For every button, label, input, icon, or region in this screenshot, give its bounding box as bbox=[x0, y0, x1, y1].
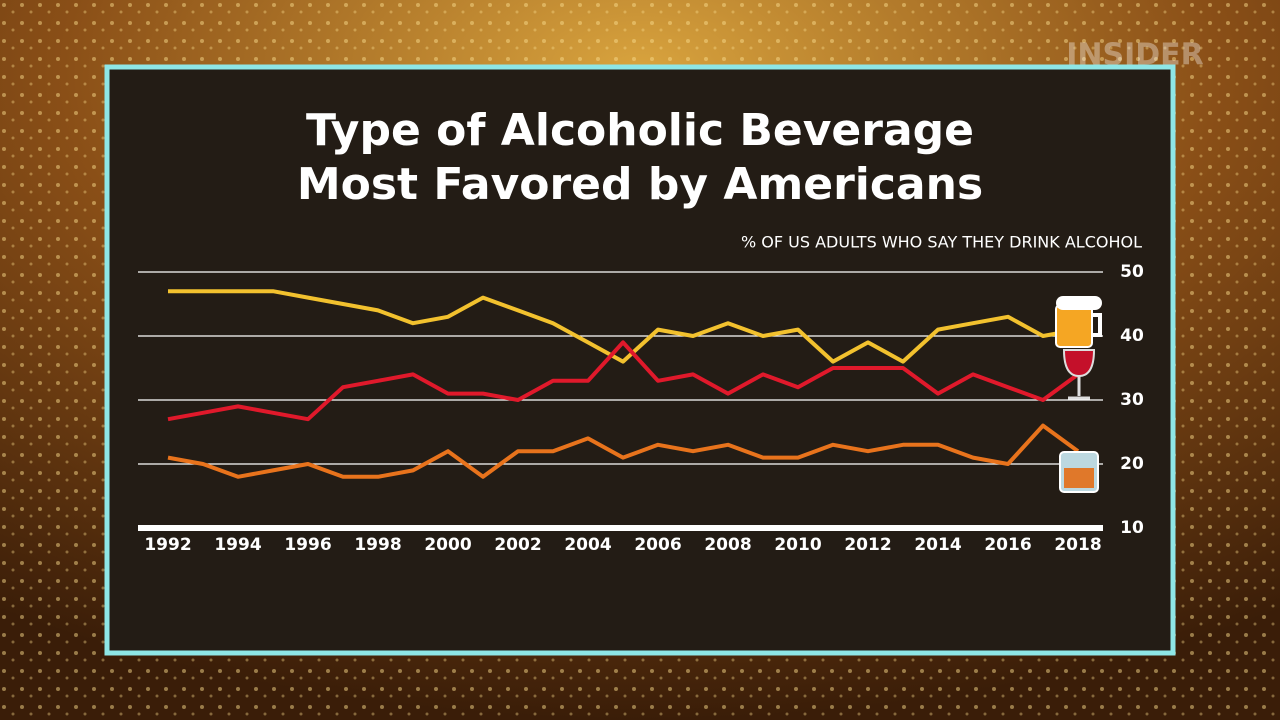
data-line bbox=[167, 423, 1080, 479]
x-tick-label: 1992 bbox=[144, 535, 191, 555]
y-tick-label: 50 bbox=[1120, 262, 1144, 282]
chart-subtitle: % OF US ADULTS WHO SAY THEY DRINK ALCOHO… bbox=[741, 233, 1142, 252]
y-tick-label: 30 bbox=[1120, 390, 1144, 410]
data-line bbox=[167, 340, 1080, 422]
x-tick-label: 2002 bbox=[494, 535, 541, 555]
chart-panel bbox=[104, 64, 1176, 656]
chart-title: Type of Alcoholic Beverage Most Favored b… bbox=[297, 105, 983, 210]
x-tick-label: 2016 bbox=[984, 535, 1031, 555]
x-tick-label: 1996 bbox=[284, 535, 331, 555]
x-tick-label: 2000 bbox=[424, 535, 471, 555]
x-tick-label: 2018 bbox=[1054, 535, 1101, 555]
x-tick-label: 2012 bbox=[844, 535, 891, 555]
x-tick-label: 2010 bbox=[774, 535, 821, 555]
x-tick-label: 2008 bbox=[704, 535, 751, 555]
x-tick-label: 2004 bbox=[564, 535, 611, 555]
y-tick-label: 20 bbox=[1120, 454, 1144, 474]
icons bbox=[1055, 296, 1102, 493]
data-line bbox=[168, 289, 1079, 364]
x-tick-label: 2006 bbox=[634, 535, 681, 555]
x-tick-label: 1994 bbox=[214, 535, 261, 555]
x-tick-label: 1998 bbox=[354, 535, 401, 555]
y-tick-label: 10 bbox=[1120, 518, 1144, 538]
x-tick-label: 2014 bbox=[914, 535, 961, 555]
y-tick-label: 40 bbox=[1120, 326, 1144, 346]
